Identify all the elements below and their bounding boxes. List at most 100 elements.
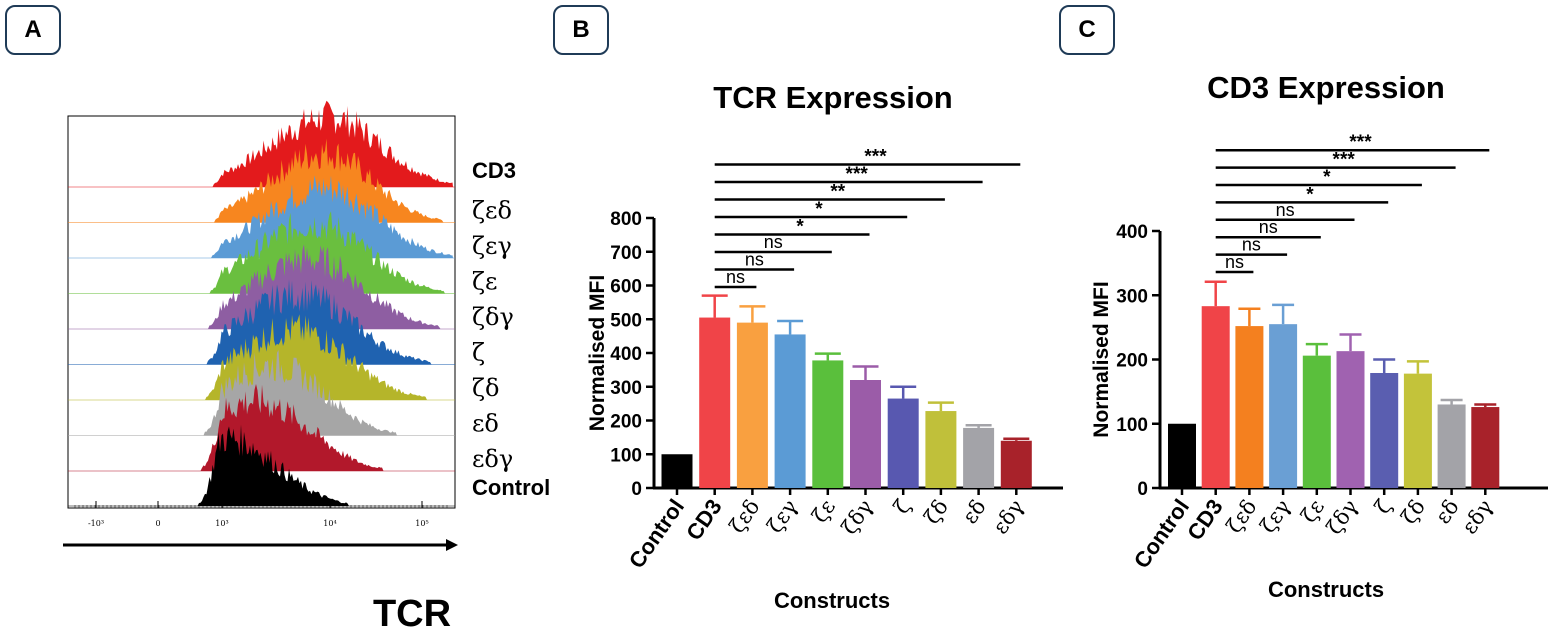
panel-b-category-label-9: εδ bbox=[958, 495, 991, 528]
histogram-label-2: ζεδ bbox=[472, 197, 512, 225]
panel-b-bar---3 bbox=[736, 322, 768, 488]
panel-c-bar---3 bbox=[1235, 326, 1264, 488]
x-tick-label-2: 0 bbox=[155, 519, 160, 528]
panel-b-category-label-3: ζεδ bbox=[725, 495, 765, 537]
panel-b-y-tick-label-4: 300 bbox=[610, 378, 642, 399]
panel-c-y-axis-title: Normalised MFI bbox=[1090, 281, 1113, 437]
panel-c-x-axis-title: Constructs bbox=[1268, 577, 1384, 602]
histogram-control-10 bbox=[70, 424, 453, 506]
panel-c-category-label-8: ζδ bbox=[1397, 495, 1430, 528]
panel-b-y-tick-label-3: 200 bbox=[610, 412, 642, 433]
panel-b-category-label-6: ζδγ bbox=[837, 495, 878, 539]
panel-c-category-label-7: ζ bbox=[1370, 495, 1396, 518]
histogram-label-5: ζδγ bbox=[472, 303, 514, 331]
histogram---6 bbox=[70, 279, 453, 365]
x-tick-label-5: 10⁵ bbox=[415, 519, 428, 528]
panel-label-b: B bbox=[553, 5, 609, 55]
histogram-label-3: ζεγ bbox=[472, 232, 512, 260]
panel-b-bar-cd3-2 bbox=[699, 317, 731, 488]
panel-b-bar---5 bbox=[812, 360, 844, 488]
panel-b-x-axis-title: Constructs bbox=[774, 588, 890, 613]
panel-c-category-label-10: εδγ bbox=[1457, 495, 1497, 538]
panel-b-sig-label-4: * bbox=[796, 217, 804, 238]
panel-label-a: A bbox=[5, 5, 61, 55]
panel-c-y-tick-label-5: 400 bbox=[1116, 222, 1148, 243]
histogram-label-7: ζδ bbox=[472, 374, 499, 402]
panel-c-sig-label-7: *** bbox=[1333, 150, 1356, 171]
panel-b-y-tick-label-8: 700 bbox=[610, 243, 642, 264]
panel-c-y-tick-label-4: 300 bbox=[1116, 286, 1148, 307]
x-tick-label-1: -10³ bbox=[88, 519, 104, 528]
histogram---3 bbox=[70, 175, 453, 258]
x-axis-arrowhead bbox=[446, 539, 458, 551]
panel-b-bar---7 bbox=[887, 398, 919, 488]
panel-b-sig-label-1: ns bbox=[726, 267, 745, 287]
panel-b-category-label-2: CD3 bbox=[681, 495, 727, 545]
panel-c-category-label-6: ζδγ bbox=[1322, 495, 1363, 539]
panel-c-sig-label-3: ns bbox=[1259, 217, 1278, 237]
panel-b-category-label-5: ζε bbox=[807, 495, 839, 527]
panel-b-category-label-10: εδγ bbox=[988, 495, 1028, 538]
panel-c-bar-cd3-2 bbox=[1201, 306, 1230, 488]
panel-c-bar---8 bbox=[1403, 373, 1432, 488]
panel-c-sig-label-4: ns bbox=[1276, 200, 1295, 220]
histogram---8 bbox=[70, 350, 453, 436]
panel-c-category-label-2: CD3 bbox=[1182, 495, 1228, 545]
histogram-label-8: εδ bbox=[472, 410, 499, 438]
panel-c-bar---9 bbox=[1437, 404, 1466, 488]
panel-b-bar---4 bbox=[774, 334, 806, 488]
panel-c-sig-label-2: ns bbox=[1242, 235, 1261, 255]
panel-c-y-tick-label-1: 0 bbox=[1137, 479, 1148, 500]
panel-b-sig-label-5: * bbox=[815, 199, 823, 220]
x-tick-label-4: 10⁴ bbox=[323, 519, 336, 528]
panel-c-sig-label-6: * bbox=[1323, 167, 1331, 188]
panel-b-bar---10 bbox=[1000, 440, 1032, 488]
panel-b-sig-label-6: ** bbox=[830, 182, 845, 203]
panel-b-y-tick-label-9: 800 bbox=[610, 209, 642, 230]
histogram-cd3-1 bbox=[70, 100, 453, 187]
panel-b-category-label-8: ζδ bbox=[920, 495, 953, 528]
panel-c-category-label-4: ζεγ bbox=[1256, 495, 1296, 537]
x-tick-label-3: 10³ bbox=[215, 519, 228, 528]
panel-b-y-tick-label-5: 400 bbox=[610, 344, 642, 365]
histogram-label-10: Control bbox=[472, 475, 550, 500]
panel-b-bar---6 bbox=[850, 380, 881, 488]
histogram---4 bbox=[70, 211, 453, 294]
panel-c-y-tick-label-3: 200 bbox=[1116, 351, 1148, 372]
panel-c-sig-label-5: * bbox=[1306, 184, 1314, 205]
panel-b-category-label-7: ζ bbox=[889, 495, 915, 518]
panel-c-category-label-3: ζεδ bbox=[1222, 495, 1262, 537]
panel-b-y-tick-label-7: 600 bbox=[610, 277, 642, 298]
panel-b-sig-label-2: ns bbox=[745, 250, 764, 270]
panel-b-sig-label-7: *** bbox=[846, 164, 869, 185]
panel-b-y-axis-title: Normalised MFI bbox=[586, 275, 609, 431]
panel-c-bar---5 bbox=[1302, 355, 1331, 488]
histogram-label-6: ζ bbox=[472, 339, 485, 367]
panel-b-title: TCR Expression bbox=[713, 80, 952, 115]
panel-c-bar---10 bbox=[1471, 407, 1500, 488]
histogram-label-4: ζε bbox=[472, 268, 497, 296]
panel-b-bar-control-1 bbox=[661, 454, 693, 488]
panel-c-title: CD3 Expression bbox=[1207, 70, 1445, 105]
panel-c-y-tick-label-2: 100 bbox=[1116, 415, 1148, 436]
panel-b-category-label-1: Control bbox=[624, 495, 689, 573]
panel-c-bar---4 bbox=[1269, 324, 1298, 488]
panel-c-category-label-1: Control bbox=[1129, 495, 1194, 573]
histogram-label-9: εδγ bbox=[472, 445, 513, 473]
panel-b-sig-label-3: ns bbox=[764, 232, 783, 252]
panel-c-bar---6 bbox=[1336, 351, 1365, 488]
histogram---7 bbox=[70, 314, 453, 400]
histogram---9 bbox=[70, 384, 453, 471]
panel-b-sig-label-8: *** bbox=[864, 147, 887, 168]
histogram---5 bbox=[70, 244, 453, 329]
panel-b-bar---8 bbox=[925, 411, 957, 488]
panel-c-sig-label-1: ns bbox=[1225, 252, 1244, 272]
panel-b-y-tick-label-2: 100 bbox=[610, 445, 642, 466]
histogram-frame bbox=[67, 115, 456, 509]
x-axis-title: TCR bbox=[373, 593, 451, 629]
histogram-label-1: CD3 bbox=[472, 158, 516, 183]
panel-c-bar---7 bbox=[1370, 372, 1399, 488]
panel-b-y-tick-label-1: 0 bbox=[631, 479, 642, 500]
panel-b-category-label-4: ζεγ bbox=[763, 495, 803, 537]
